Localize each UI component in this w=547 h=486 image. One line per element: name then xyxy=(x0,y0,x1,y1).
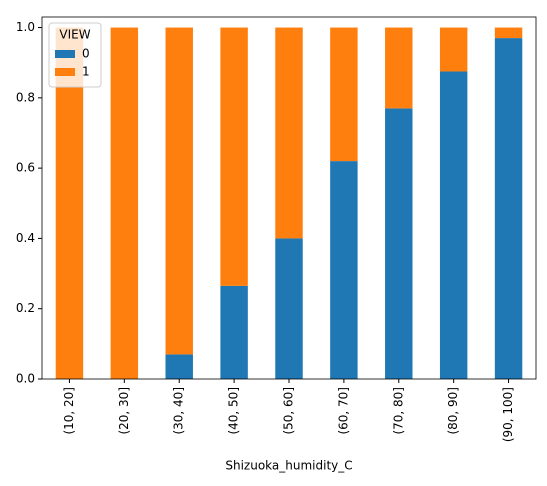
bar xyxy=(110,27,139,379)
bar xyxy=(220,27,248,286)
y-tick-label: 1.0 xyxy=(16,20,35,34)
plot-frame xyxy=(41,16,537,380)
x-tick-label: (40, 50] xyxy=(227,387,241,435)
x-tick-label: (90, 100] xyxy=(501,387,515,442)
legend-label: 1 xyxy=(82,65,90,79)
bar xyxy=(439,71,468,379)
y-tick-label: 0.4 xyxy=(16,231,35,245)
legend-label: 0 xyxy=(82,47,90,61)
bar xyxy=(385,108,413,380)
bar xyxy=(330,161,358,379)
legend-swatch xyxy=(55,68,75,76)
y-tick-label: 0.8 xyxy=(16,90,35,104)
y-tick-label: 0.2 xyxy=(16,301,35,315)
bar xyxy=(275,27,303,239)
x-tick-label: (80, 90] xyxy=(446,387,460,435)
legend-swatch xyxy=(55,50,75,58)
x-tick-label: (50, 60] xyxy=(282,387,296,435)
bar xyxy=(165,27,193,355)
bar xyxy=(165,354,193,379)
bar xyxy=(330,27,358,162)
bar xyxy=(494,38,523,380)
bar xyxy=(385,27,413,109)
x-tick-label: (30, 40] xyxy=(172,387,186,435)
y-tick-label: 0.0 xyxy=(16,372,35,386)
bar xyxy=(220,285,248,379)
x-axis-label: Shizuoka_humidity_C xyxy=(225,459,352,473)
bar xyxy=(439,27,468,72)
bar xyxy=(494,27,523,39)
x-tick-label: (70, 80] xyxy=(391,387,405,435)
x-tick-label: (20, 30] xyxy=(117,387,131,435)
y-tick-label: 0.6 xyxy=(16,161,35,175)
bar xyxy=(275,238,303,379)
legend-title: VIEW xyxy=(59,28,90,42)
x-tick-label: (10, 20] xyxy=(62,387,76,435)
x-tick-label: (60, 70] xyxy=(336,387,350,435)
